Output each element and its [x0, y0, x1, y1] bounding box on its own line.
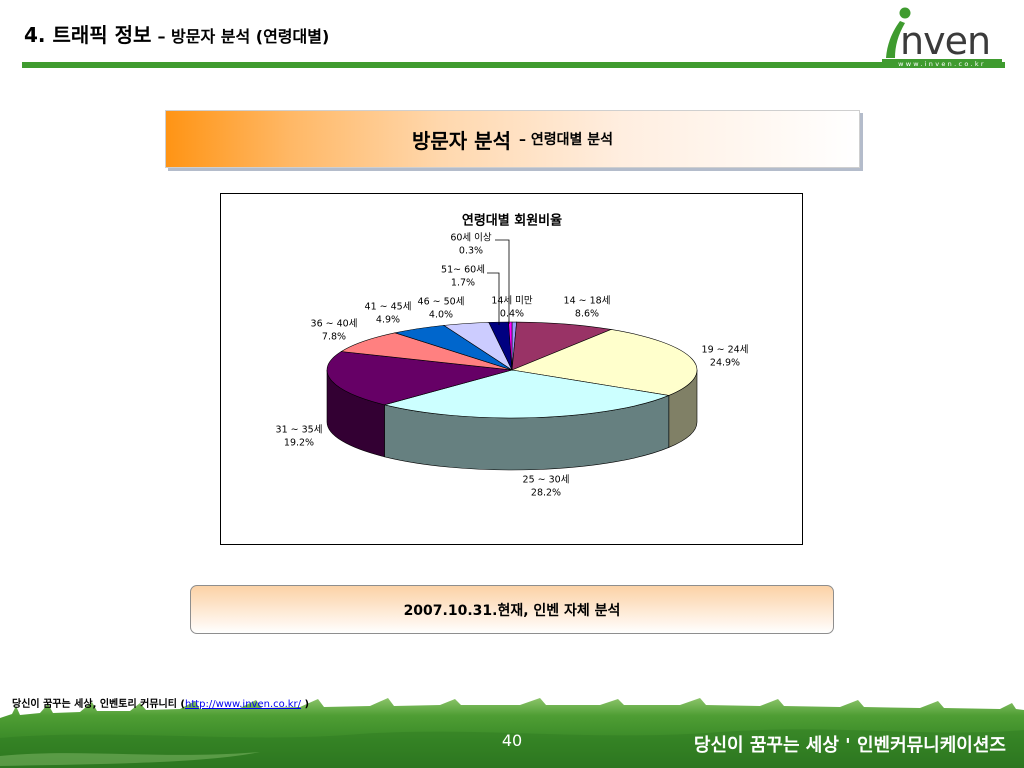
pie-label-category: 46 ~ 50세 — [418, 297, 465, 308]
footer-paren-open: ( — [180, 699, 185, 710]
pie-label-category: 31 ~ 35세 — [276, 425, 323, 436]
chart-frame: 연령대별 회원비율 14세 미만 0.4% 14 ~ 18세 8.6% 19 ~ 24세… — [220, 193, 803, 545]
banner-title: 방문자 분석 — [412, 128, 511, 153]
pie-label-category: 51~ 60세 — [441, 265, 485, 276]
pie-label-value: 4.0% — [429, 310, 453, 321]
grass-texture — [0, 729, 1024, 768]
pie-label-category: 60세 이상 — [450, 233, 492, 244]
pie-label-value: 19.2% — [284, 438, 314, 449]
section-banner: 방문자 분석 – 연령대별 분석 — [165, 110, 860, 168]
footer-brand-line: 당신이 꿈꾸는 세상 ' 인벤커뮤니케이션즈 — [693, 735, 1006, 756]
grass-highlight — [0, 752, 260, 766]
pie-label-value: 7.8% — [322, 332, 346, 343]
pie-labels: 14세 미만 0.4% 14 ~ 18세 8.6% 19 ~ 24세 24.9% 25 ~ … — [276, 233, 749, 499]
banner-subtitle: – 연령대별 분석 — [518, 132, 613, 148]
inven-logo: nven www.inven.co.kr — [882, 7, 1002, 68]
pie-label-category: 36 ~ 40세 — [311, 319, 358, 330]
page-number: 40 — [501, 731, 523, 750]
footer-slogan: 당신이 꿈꾸는 세상, 인벤토리 커뮤니티 (http://www.inven.… — [12, 695, 309, 710]
chart-title: 연령대별 회원비율 — [462, 213, 562, 229]
leader-line — [495, 239, 510, 324]
logo-i-dot — [899, 7, 911, 19]
pie-label-value: 4.9% — [376, 315, 400, 326]
logo-url-bar — [882, 59, 1002, 68]
header-rule — [22, 62, 1005, 68]
slide-title: 4. 트래픽 정보 – 방문자 분석 (연령대별) — [24, 20, 329, 52]
pie-slice — [508, 321, 513, 371]
logo-url-text: www.inven.co.kr — [898, 60, 986, 68]
logo-wordmark: nven — [900, 19, 990, 63]
pie-slice — [383, 369, 670, 419]
pie-label-value: 24.9% — [710, 358, 740, 369]
pie-slices — [326, 321, 698, 419]
leader-line — [487, 272, 500, 325]
pie-label-category: 25 ~ 30세 — [523, 475, 570, 486]
pie-label-value: 28.2% — [531, 488, 561, 499]
pie-label-category: 41 ~ 45세 — [365, 302, 412, 313]
pie-slice — [510, 329, 698, 396]
leader-lines — [487, 239, 510, 325]
pie-label-value: 0.3% — [459, 246, 483, 257]
footer-website-link[interactable]: http://www.inven.co.kr/ — [185, 699, 302, 710]
logo-i-stem — [886, 21, 905, 58]
pie-label-category: 19 ~ 24세 — [702, 345, 749, 356]
pie-chart: 연령대별 회원비율 14세 미만 0.4% 14 ~ 18세 8.6% 19 ~ 24세… — [276, 213, 749, 499]
pie-label-value: 0.4% — [500, 309, 524, 320]
grass-footer-graphic — [0, 698, 1024, 768]
pie-label-value: 8.6% — [575, 309, 599, 320]
pie-slice — [511, 321, 613, 371]
slide-title-main: 4. 트래픽 정보 — [24, 23, 152, 47]
pie-label-value: 1.7% — [451, 278, 475, 289]
footer-slogan-text: 당신이 꿈꾸는 세상, 인벤토리 커뮤니티 — [12, 699, 177, 710]
pie-label-category: 14세 미만 — [491, 296, 533, 307]
slide-title-sub: – 방문자 분석 (연령대별) — [157, 27, 330, 46]
pie-slice — [326, 351, 513, 406]
source-note-box: 2007.10.31.현재, 인벤 자체 분석 — [190, 585, 834, 634]
footer-paren-close: ) — [304, 699, 310, 710]
source-note-text: 2007.10.31.현재, 인벤 자체 분석 — [403, 602, 621, 619]
grass-band — [0, 698, 1024, 768]
pie-label-category: 14 ~ 18세 — [564, 296, 611, 307]
